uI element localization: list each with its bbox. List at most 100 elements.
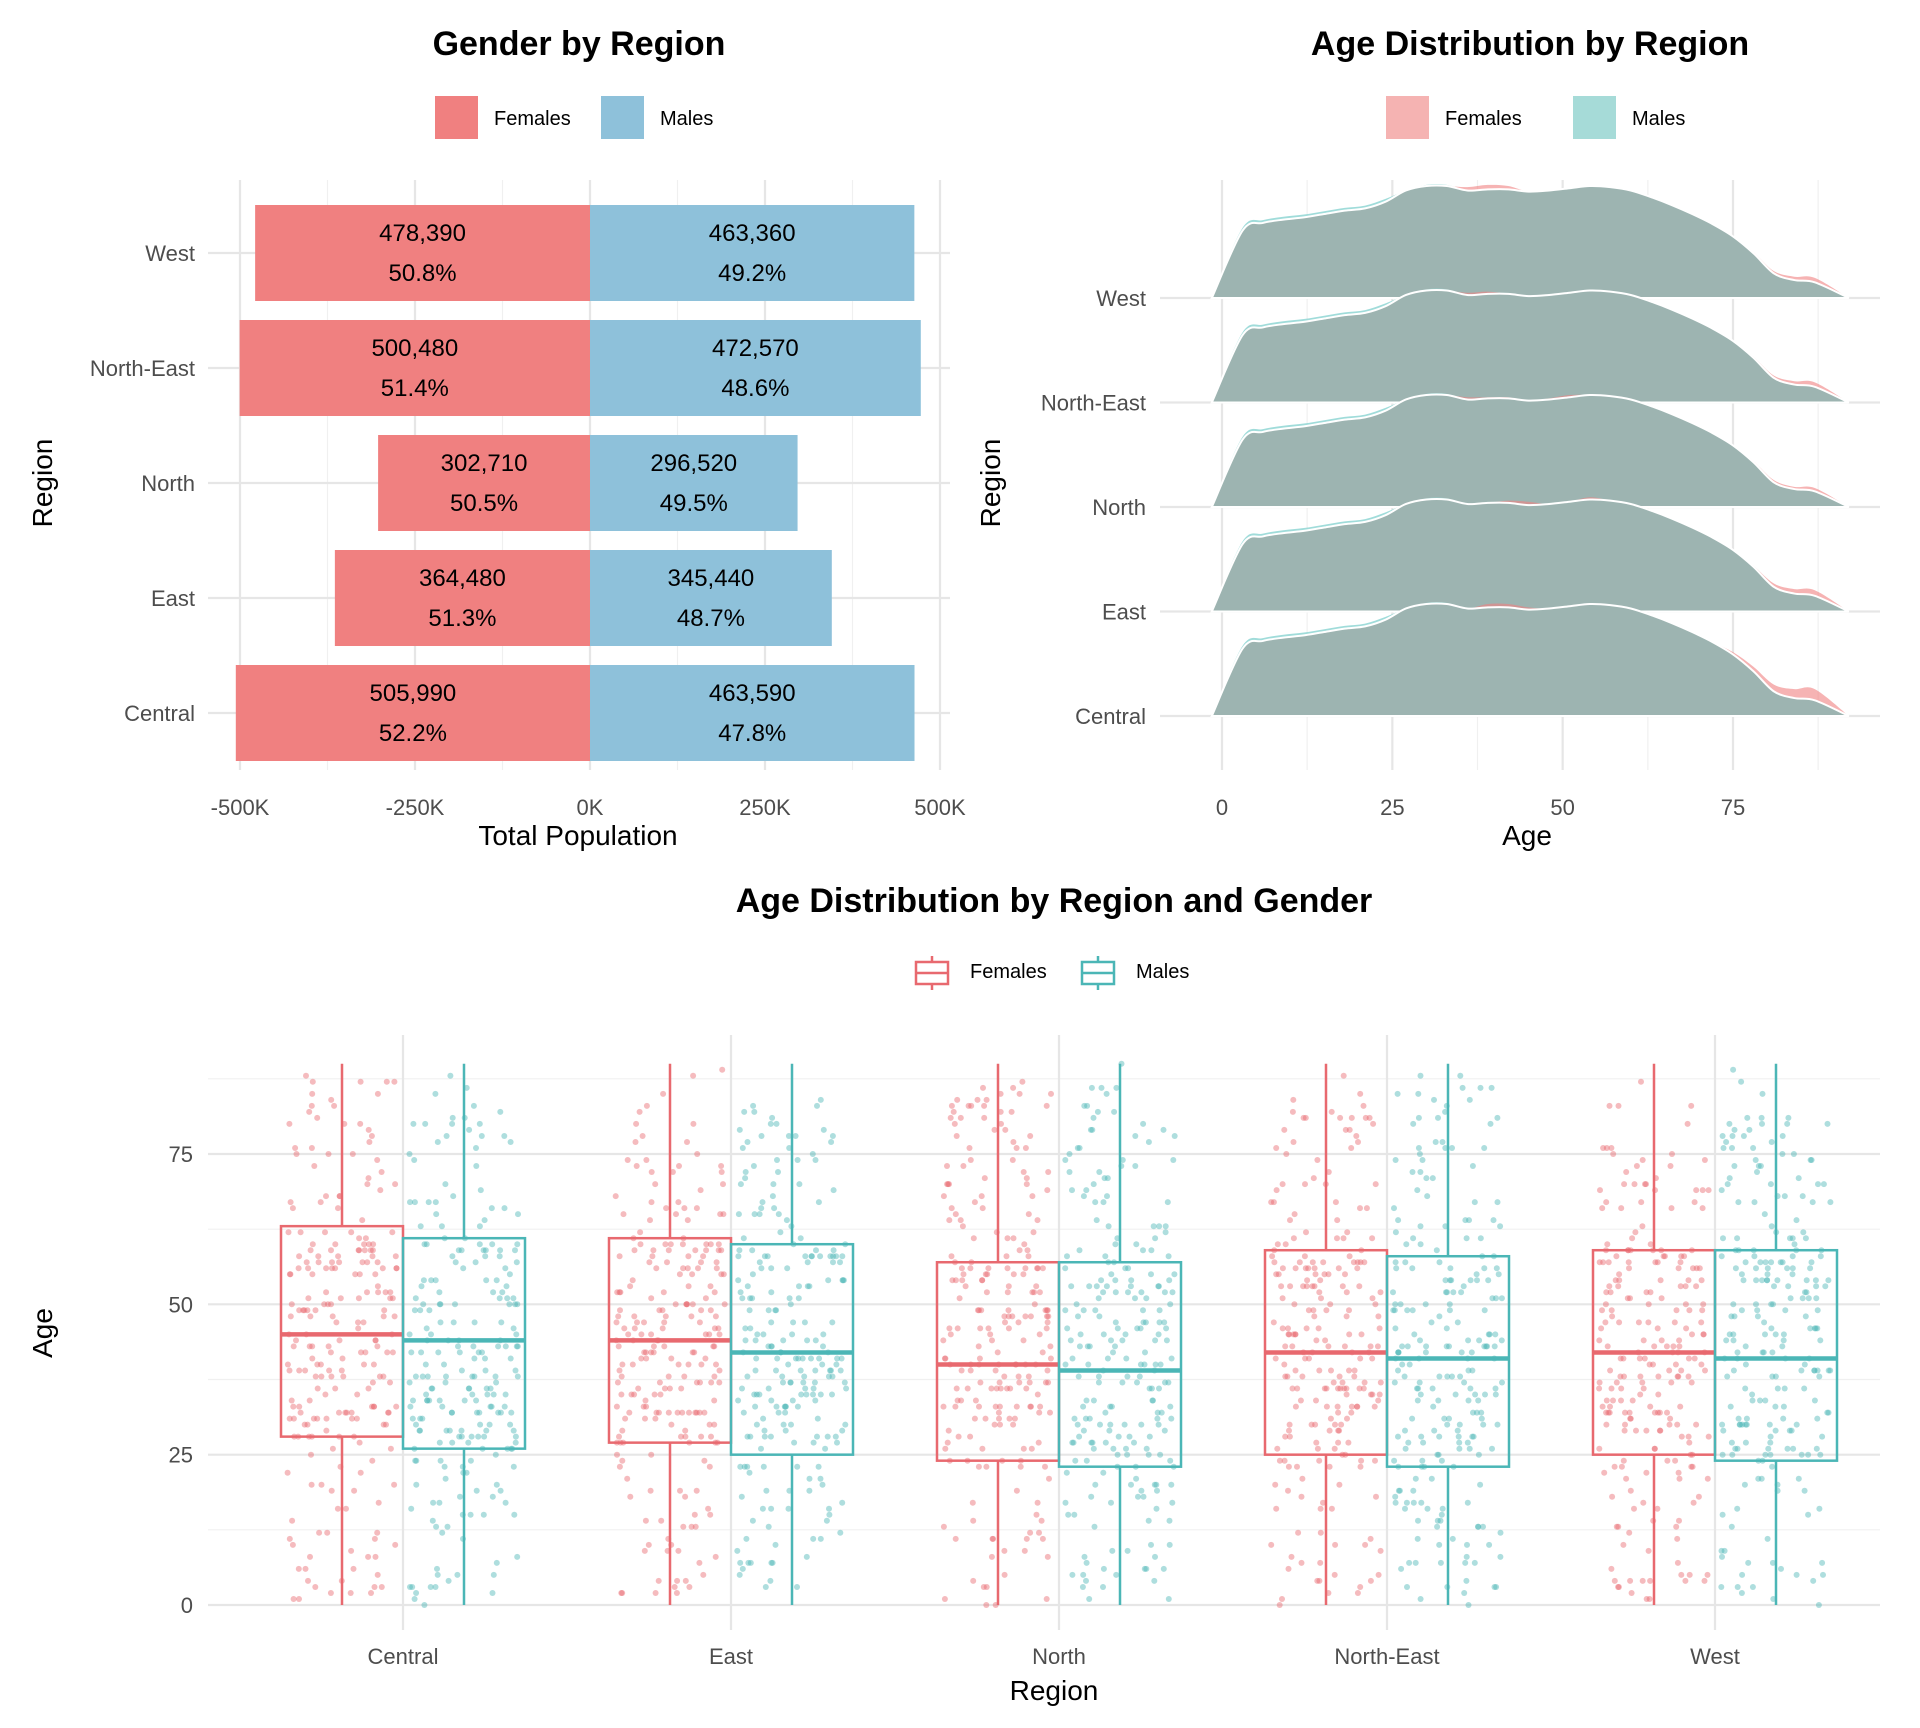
chart3-jitter-point (355, 1247, 362, 1254)
chart3-jitter-point (424, 1397, 430, 1404)
chart3-jitter-point (1701, 1577, 1708, 1584)
chart3-jitter-point (1676, 1475, 1683, 1482)
chart3-jitter-point (327, 1590, 334, 1596)
chart3-jitter-point (393, 1265, 400, 1272)
chart3-jitter-point (1758, 1114, 1765, 1121)
chart3-jitter-point (1122, 1265, 1129, 1272)
chart3-jitter-point (511, 1511, 518, 1518)
chart3-jitter-point (455, 1343, 461, 1350)
chart3-jitter-point (1123, 1355, 1130, 1362)
chart3-jitter-point (678, 1385, 685, 1392)
age-boxplot-chart: Age Distribution by Region and Gender Fe… (27, 882, 1880, 1706)
chart3-jitter-point (1768, 1325, 1775, 1332)
chart3-jitter-point (423, 1391, 430, 1398)
chart3-jitter-point (1416, 1379, 1423, 1386)
chart3-jitter-point (1475, 1451, 1482, 1458)
chart3-jitter-point (806, 1487, 813, 1494)
chart3-jitter-point (296, 1403, 303, 1410)
chart3-jitter-point (1344, 1229, 1351, 1236)
chart3-jitter-point (1395, 1487, 1402, 1494)
chart3-jitter-point (337, 1295, 344, 1302)
chart3-jitter-point (1328, 1367, 1334, 1374)
chart3-jitter-point (830, 1247, 837, 1254)
chart3-jitter-point (1066, 1169, 1073, 1175)
chart3-jitter-point (336, 1337, 343, 1344)
chart3-jitter-point (940, 1403, 947, 1410)
chart3-jitter-point (1612, 1277, 1619, 1284)
chart3-jitter-point (1769, 1559, 1776, 1566)
chart3-jitter-point (483, 1427, 490, 1434)
chart3-jitter-point (389, 1349, 396, 1356)
chart3-jitter-point (975, 1307, 981, 1314)
chart3-jitter-point (1734, 1235, 1741, 1242)
chart3-jitter-point (1742, 1385, 1749, 1392)
chart3-jitter-point (1463, 1235, 1470, 1242)
chart3-jitter-point (1742, 1259, 1749, 1266)
chart3-jitter-point (1627, 1577, 1634, 1584)
chart3-jitter-point (1098, 1084, 1105, 1091)
chart3-jitter-point (1698, 1277, 1705, 1284)
chart3-jitter-point (1631, 1181, 1638, 1188)
chart3-jitter-point (1753, 1301, 1759, 1308)
chart3-jitter-point (332, 1241, 339, 1248)
chart3-jitter-point (1787, 1295, 1794, 1302)
chart3-jitter-point (1786, 1427, 1793, 1434)
chart3-jitter-point (1774, 1277, 1781, 1284)
chart3-jitter-point (1321, 1385, 1328, 1392)
chart3-jitter-point (1392, 1493, 1399, 1500)
chart3-jitter-point (1010, 1235, 1017, 1242)
chart2-x-tick-labels: 0 25 50 75 (1216, 795, 1745, 820)
chart3-jitter-point (1016, 1090, 1023, 1097)
chart3-jitter-point (1287, 1217, 1293, 1224)
chart3-jitter-point (1080, 1571, 1087, 1578)
chart3-jitter-point (1317, 1559, 1324, 1566)
chart3-jitter-point (1155, 1421, 1162, 1428)
chart3-y-axis-title: Age (27, 1308, 58, 1358)
chart3-jitter-point (832, 1433, 839, 1440)
chart3-jitter-point (1442, 1108, 1449, 1115)
chart3-jitter-point (825, 1277, 832, 1284)
chart3-jitter-point (1361, 1379, 1368, 1386)
chart3-jitter-point (1148, 1541, 1154, 1548)
chart1-bar-male-count-label: 472,570 (712, 335, 799, 362)
chart3-jitter-point (777, 1229, 784, 1236)
chart3-jitter-point (1757, 1397, 1763, 1404)
chart3-jitter-point (1350, 1259, 1357, 1266)
chart1-bar-male (590, 550, 832, 646)
chart3-jitter-point (1428, 1319, 1435, 1326)
chart3-jitter-point (624, 1157, 631, 1163)
chart3-jitter-point (1021, 1241, 1028, 1248)
chart3-jitter-point (1613, 1379, 1620, 1386)
chart3-jitter-point (701, 1409, 708, 1416)
chart3-jitter-point (1376, 1325, 1383, 1332)
chart3-jitter-point (672, 1301, 679, 1308)
chart3-jitter-point (811, 1379, 818, 1386)
chart3-jitter-point (287, 1271, 294, 1278)
chart3-jitter-point (1310, 1307, 1317, 1314)
chart3-jitter-point (689, 1301, 696, 1308)
chart3-jitter-point (993, 1385, 1000, 1392)
chart3-jitter-point (383, 1078, 390, 1085)
chart3-jitter-point (1817, 1451, 1824, 1458)
chart3-jitter-point (449, 1409, 455, 1416)
chart3-jitter-point (422, 1361, 429, 1368)
chart3-jitter-point (1801, 1385, 1808, 1392)
chart3-jitter-point (624, 1475, 631, 1482)
chart3-jitter-point (1160, 1126, 1167, 1133)
chart3-jitter-point (808, 1253, 815, 1260)
chart3-jitter-point (389, 1295, 396, 1302)
chart3-jitter-point (439, 1529, 446, 1536)
chart3-jitter-point (290, 1343, 297, 1350)
chart3-jitter-point (838, 1355, 845, 1362)
chart3-jitter-point (1002, 1319, 1008, 1326)
chart3-jitter-point (1166, 1517, 1173, 1524)
chart3-jitter-point (434, 1565, 440, 1572)
chart3-jitter-point (1395, 1349, 1402, 1356)
chart3-jitter-point (370, 1241, 377, 1248)
chart3-jitter-point (392, 1253, 399, 1260)
chart3-jitter-point (441, 1463, 448, 1470)
chart2-x-axis-title: Age (1502, 820, 1552, 851)
chart3-jitter-point (744, 1433, 751, 1440)
chart3-jitter-point (1284, 1373, 1291, 1380)
